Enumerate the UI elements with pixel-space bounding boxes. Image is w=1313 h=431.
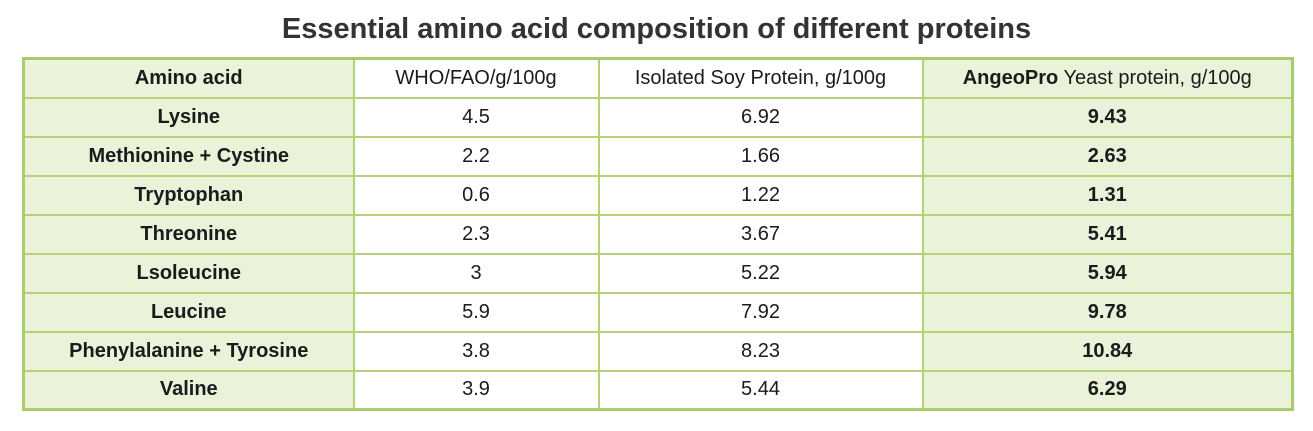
value-cell-who-fao: 3.9 — [352, 369, 600, 411]
column-header-amino-acid: Amino acid — [22, 57, 355, 99]
amino-acid-name-cell: Lsoleucine — [22, 252, 355, 294]
value-cell-who-fao: 4.5 — [352, 96, 600, 138]
amino-acid-name-cell: Leucine — [22, 291, 355, 333]
value-cell-who-fao: 2.3 — [352, 213, 600, 255]
column-header-who-fao: WHO/FAO/g/100g — [352, 57, 600, 99]
amino-acid-name-cell: Threonine — [22, 213, 355, 255]
amino-acid-name-cell: Lysine — [22, 96, 355, 138]
value-cell-isolated-soy: 8.23 — [597, 330, 924, 372]
value-cell-angeopro: 5.94 — [921, 252, 1294, 294]
amino-acid-table: Amino acid WHO/FAO/g/100g Isolated Soy Pro… — [22, 57, 1294, 411]
value-cell-isolated-soy: 5.22 — [597, 252, 924, 294]
table-header-row: Amino acid WHO/FAO/g/100g Isolated Soy Pro… — [22, 57, 1294, 99]
table-row: Leucine 5.9 7.92 9.78 — [22, 291, 1294, 333]
value-cell-isolated-soy: 5.44 — [597, 369, 924, 411]
table-row: Methionine + Cystine 2.2 1.66 2.63 — [22, 135, 1294, 177]
value-cell-who-fao: 3 — [352, 252, 600, 294]
value-cell-angeopro: 5.41 — [921, 213, 1294, 255]
value-cell-who-fao: 0.6 — [352, 174, 600, 216]
brand-name: AngeoPro — [962, 66, 1059, 89]
amino-acid-name-cell: Tryptophan — [22, 174, 355, 216]
table-row: Phenylalanine + Tyrosine 3.8 8.23 10.84 — [22, 330, 1294, 372]
amino-acid-name-cell: Phenylalanine + Tyrosine — [22, 330, 355, 372]
value-cell-angeopro: 2.63 — [921, 135, 1294, 177]
value-cell-isolated-soy: 1.66 — [597, 135, 924, 177]
value-cell-who-fao: 5.9 — [352, 291, 600, 333]
value-cell-isolated-soy: 6.92 — [597, 96, 924, 138]
value-cell-who-fao: 3.8 — [352, 330, 600, 372]
value-cell-angeopro: 9.78 — [921, 291, 1294, 333]
column-header-isolated-soy: Isolated Soy Protein, g/100g — [597, 57, 924, 99]
table-row: Lysine 4.5 6.92 9.43 — [22, 96, 1294, 138]
value-cell-isolated-soy: 7.92 — [597, 291, 924, 333]
value-cell-angeopro: 9.43 — [921, 96, 1294, 138]
value-cell-isolated-soy: 3.67 — [597, 213, 924, 255]
table-row: Valine 3.9 5.44 6.29 — [22, 369, 1294, 411]
value-cell-angeopro: 1.31 — [921, 174, 1294, 216]
column-header-label: Yeast protein, g/100g — [1058, 66, 1252, 89]
value-cell-who-fao: 2.2 — [352, 135, 600, 177]
value-cell-angeopro: 10.84 — [921, 330, 1294, 372]
table-row: Tryptophan 0.6 1.22 1.31 — [22, 174, 1294, 216]
page-title: Essential amino acid composition of diff… — [281, 13, 1032, 45]
amino-acid-name-cell: Methionine + Cystine — [22, 135, 355, 177]
value-cell-angeopro: 6.29 — [921, 369, 1294, 411]
column-header-angeopro: AngeoPro Yeast protein, g/100g — [921, 57, 1294, 99]
table-row: Lsoleucine 3 5.22 5.94 — [22, 252, 1294, 294]
amino-acid-name-cell: Valine — [22, 369, 355, 411]
table-row: Threonine 2.3 3.67 5.41 — [22, 213, 1294, 255]
value-cell-isolated-soy: 1.22 — [597, 174, 924, 216]
